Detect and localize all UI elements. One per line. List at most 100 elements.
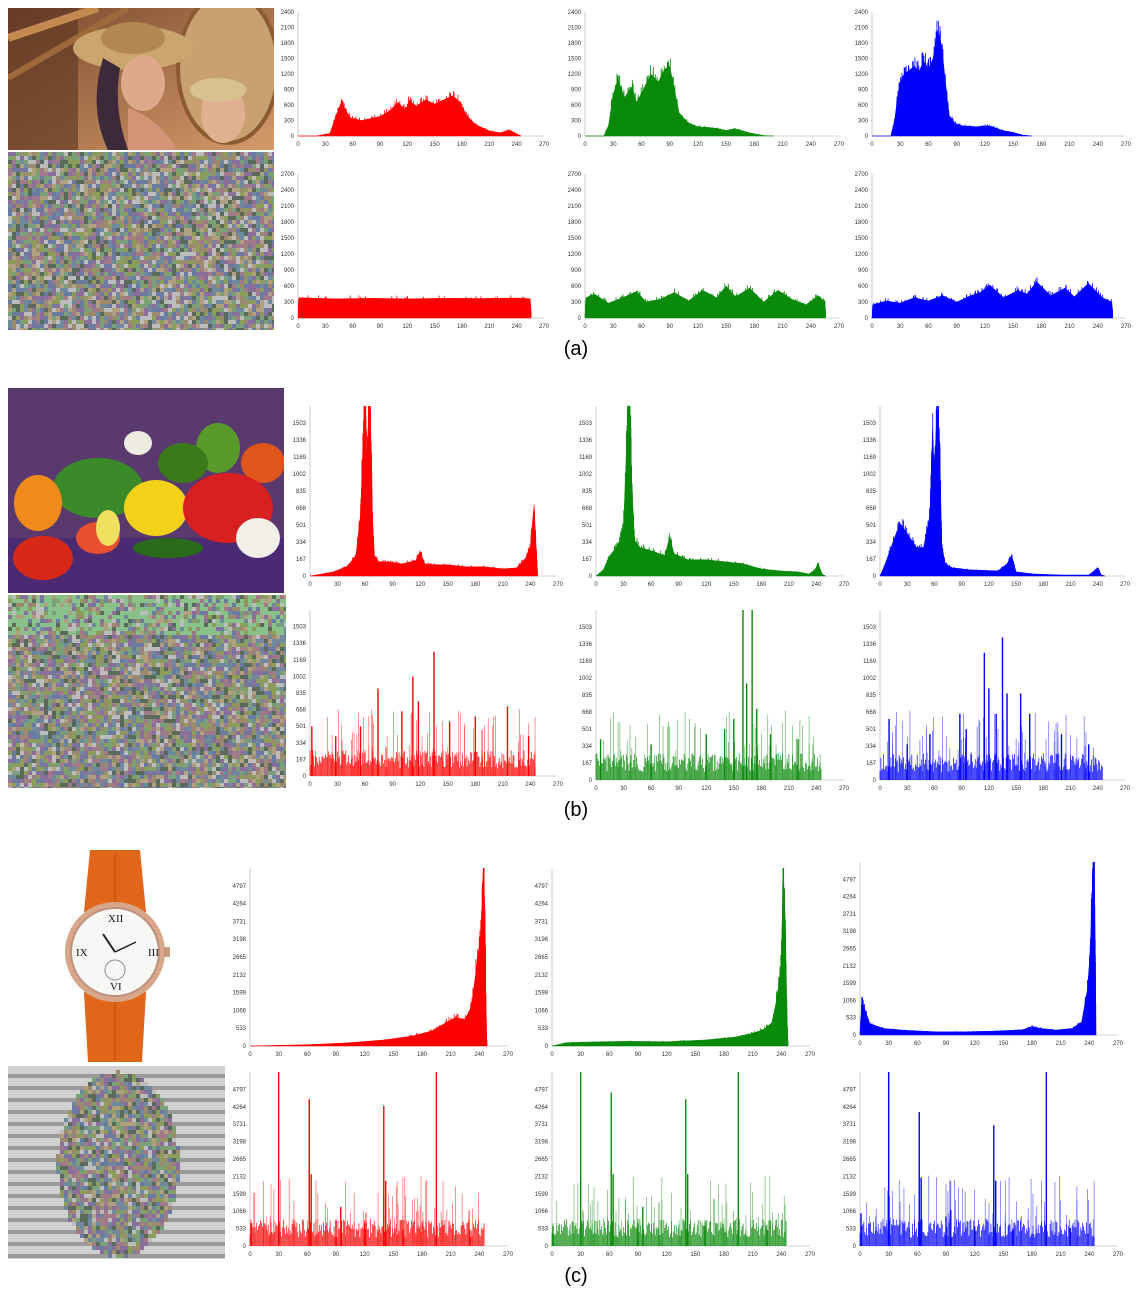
x-tick-label: 210 (1065, 324, 1076, 330)
x-tick-label: 210 (498, 582, 509, 588)
x-tick-label: 210 (446, 1252, 457, 1258)
y-tick-label: 2665 (535, 1157, 549, 1163)
x-tick-label: 240 (1084, 1252, 1095, 1258)
y-tick-label: 1599 (233, 1192, 247, 1198)
x-tick-label: 210 (748, 1252, 759, 1258)
x-tick-label: 240 (1093, 324, 1104, 330)
histogram-area-red (309, 405, 539, 577)
y-tick-label: 2400 (281, 188, 295, 194)
x-tick-label: 0 (308, 782, 312, 788)
x-tick-label: 90 (958, 786, 965, 792)
y-tick-label: 1002 (863, 676, 877, 682)
x-tick-label: 180 (1027, 1041, 1038, 1047)
y-tick-label: 0 (578, 134, 582, 140)
y-tick-label: 1800 (855, 220, 869, 226)
y-tick-label: 1169 (863, 659, 877, 665)
y-tick-label: 668 (296, 708, 307, 714)
y-tick-label: 0 (865, 134, 869, 140)
y-tick-label: 334 (296, 540, 307, 546)
y-tick-label: 2100 (281, 204, 295, 210)
y-tick-label: 1200 (568, 252, 582, 258)
x-tick-label: 180 (417, 1052, 428, 1058)
x-tick-label: 60 (362, 782, 369, 788)
x-tick-label: 0 (550, 1252, 554, 1258)
y-tick-label: 4264 (843, 1105, 857, 1111)
x-tick-label: 120 (662, 1252, 673, 1258)
x-tick-label: 150 (729, 582, 740, 588)
x-tick-label: 120 (402, 324, 413, 330)
histogram-svg: 0 30 60 90 120 150 180 210 240 270 0 167 334 501 668 83… (579, 610, 850, 792)
x-tick-label: 270 (539, 324, 550, 330)
x-tick-label: 90 (675, 786, 682, 792)
panel-label-c: (c) (564, 1265, 588, 1287)
x-tick-label: 180 (756, 786, 767, 792)
y-tick-label: 2700 (568, 172, 582, 178)
histogram-b-original-red: 0 30 60 90 120 150 180 210 240 270 0 167 334 501 668 83… (288, 400, 570, 592)
y-tick-label: 1066 (535, 1209, 549, 1215)
peppers-encrypted-noise (8, 595, 286, 788)
x-tick-label: 0 (248, 1252, 252, 1258)
x-tick-label: 90 (666, 142, 673, 148)
x-tick-label: 270 (805, 1252, 816, 1258)
x-tick-label: 210 (778, 142, 789, 148)
y-tick-label: 835 (582, 489, 593, 495)
y-tick-label: 167 (296, 757, 307, 763)
x-tick-label: 120 (701, 786, 712, 792)
x-tick-label: 30 (275, 1252, 282, 1258)
wristwatch-photo: XII III VI IX (8, 842, 222, 1062)
x-tick-label: 150 (430, 142, 441, 148)
histogram-svg: 0 30 60 90 120 150 180 210 240 270 0 533 1066 1599 213… (233, 867, 514, 1058)
x-tick-label: 0 (583, 142, 587, 148)
x-tick-label: 210 (484, 324, 495, 330)
y-tick-label: 167 (866, 761, 877, 767)
x-tick-label: 30 (610, 324, 617, 330)
x-tick-label: 60 (925, 324, 932, 330)
histogram-area-red (249, 867, 488, 1047)
y-tick-label: 167 (582, 761, 593, 767)
y-tick-label: 600 (858, 103, 869, 109)
x-tick-label: 90 (377, 142, 384, 148)
y-tick-label: 3198 (843, 929, 857, 935)
x-tick-label: 270 (539, 142, 550, 148)
y-tick-label: 4797 (843, 877, 857, 883)
y-tick-label: 2400 (281, 10, 295, 16)
y-tick-label: 1002 (293, 674, 307, 680)
y-tick-label: 1002 (579, 676, 593, 682)
y-tick-label: 835 (296, 691, 307, 697)
y-tick-label: 2665 (233, 1157, 247, 1163)
noise-pattern (8, 152, 274, 330)
y-tick-label: 3731 (233, 919, 247, 925)
x-tick-label: 60 (648, 786, 655, 792)
histogram-c-encrypted-red: 0 30 60 90 120 150 180 210 240 270 0 533 1066 1599 213… (228, 1066, 520, 1262)
x-tick-label: 240 (525, 582, 536, 588)
y-tick-label: 4797 (535, 1087, 549, 1093)
x-tick-label: 0 (594, 582, 598, 588)
y-tick-label: 835 (866, 693, 877, 699)
histogram-a-original-red: 0 30 60 90 120 150 180 210 240 270 0 300 600 900 1200 1… (276, 6, 556, 152)
x-tick-label: 90 (943, 1252, 950, 1258)
x-tick-label: 150 (388, 1052, 399, 1058)
histogram-svg: 0 30 60 90 120 150 180 210 240 270 0 533 1066 1599 213… (843, 1072, 1124, 1258)
x-tick-label: 120 (415, 782, 426, 788)
histogram-svg: 0 30 60 90 120 150 180 210 240 270030060090012001… (568, 172, 845, 330)
y-tick-label: 2100 (568, 26, 582, 32)
y-tick-label: 0 (303, 574, 307, 580)
x-tick-label: 210 (484, 142, 495, 148)
y-tick-label: 300 (571, 119, 582, 125)
histogram-svg: 0 30 60 90 120 150 180 210 240 270030060090012001… (281, 10, 550, 148)
x-tick-label: 120 (984, 582, 995, 588)
x-tick-label: 150 (721, 324, 732, 330)
y-tick-label: 835 (866, 489, 877, 495)
x-tick-label: 120 (970, 1252, 981, 1258)
histogram-svg: 0 30 60 90 120 150 180 210 240 270 0 533 1066 1599 213… (535, 867, 816, 1058)
y-tick-label: 1500 (568, 57, 582, 63)
x-tick-label: 240 (806, 142, 817, 148)
x-tick-label: 0 (296, 142, 300, 148)
y-tick-label: 600 (858, 284, 869, 290)
y-tick-label: 533 (538, 1026, 549, 1032)
x-tick-label: 180 (457, 324, 468, 330)
x-tick-label: 90 (958, 582, 965, 588)
x-tick-label: 60 (914, 1041, 921, 1047)
y-tick-label: 0 (853, 1033, 857, 1039)
y-tick-label: 1336 (579, 438, 593, 444)
